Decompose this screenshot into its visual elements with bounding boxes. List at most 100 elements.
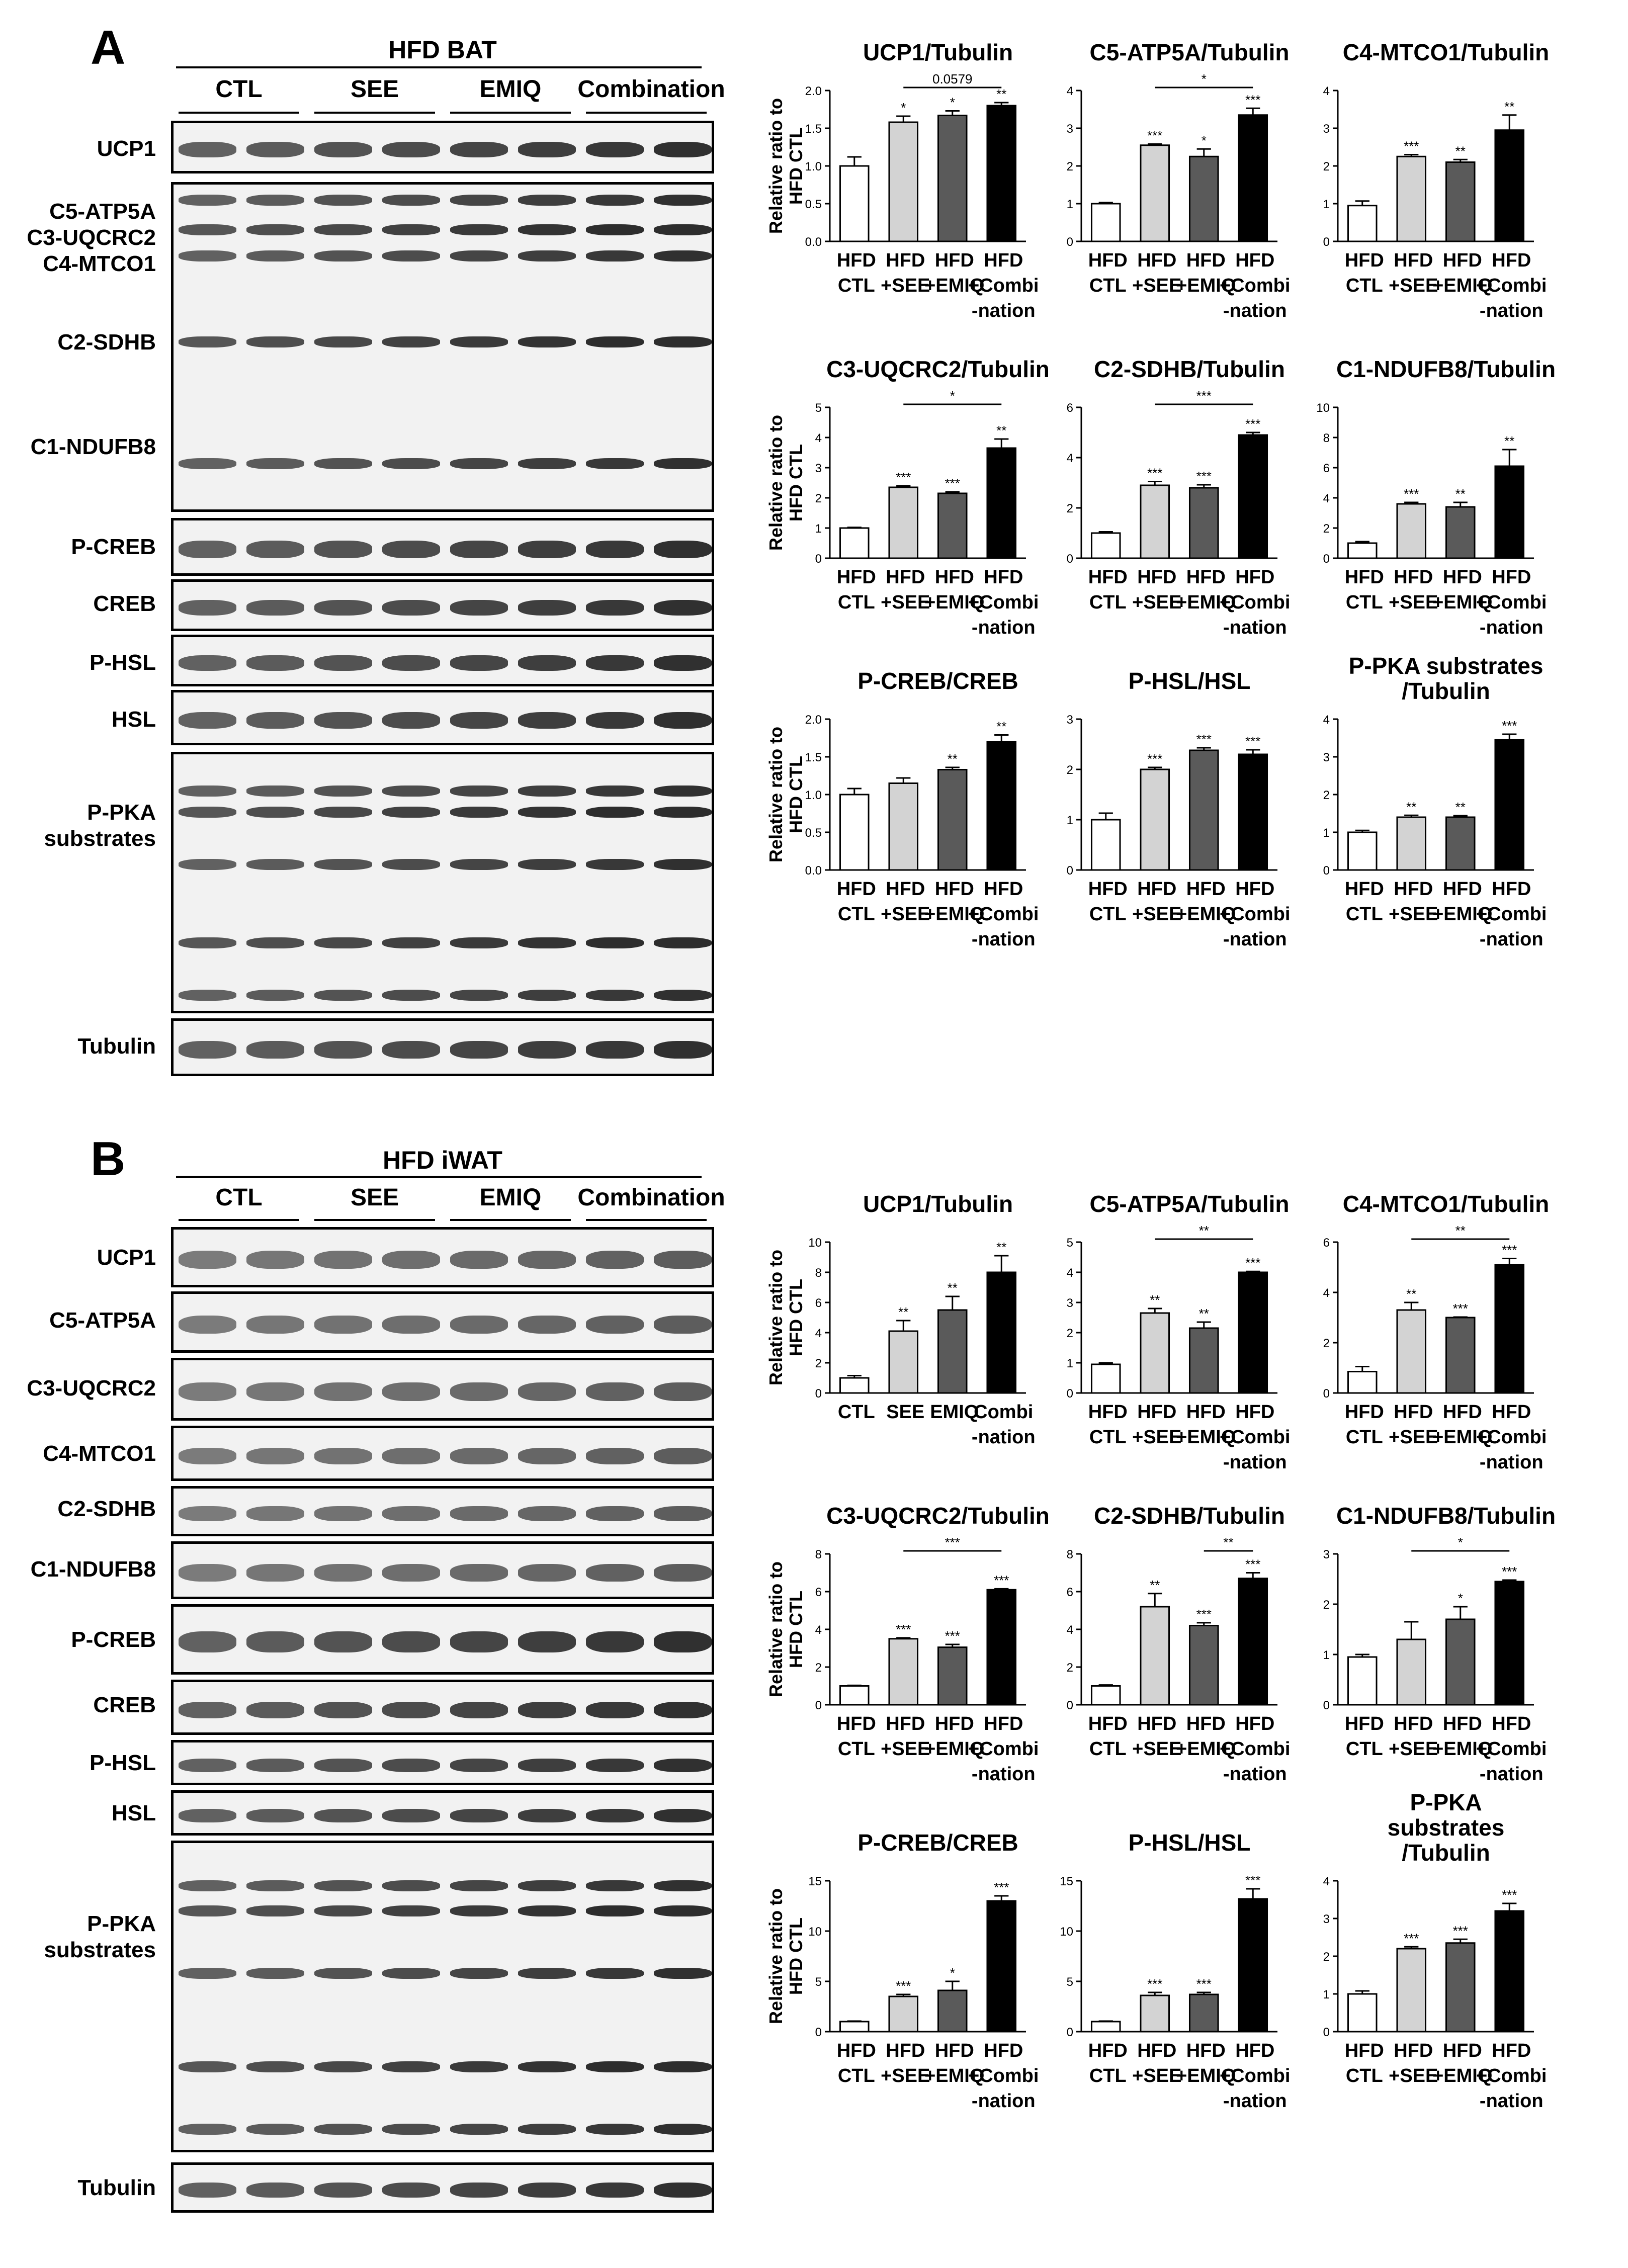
category-label: +SEE [881,1738,930,1760]
significance-label: *** [896,470,911,485]
band [246,194,304,206]
category-label: CTL [838,592,875,613]
significance-label: ** [1455,486,1466,501]
chart-title: P-HSL/HSL [1129,668,1251,694]
band [450,807,508,818]
category-label: -nation [1480,300,1544,321]
y-tick-label: 6 [1067,1586,1073,1599]
bar [1090,1363,1121,1394]
band [179,141,236,158]
bar [1445,816,1476,871]
significance-label: ** [996,86,1006,102]
significance-label: * [1458,1591,1463,1606]
category-label: -nation [1480,2090,1544,2112]
band [654,458,712,470]
bar [937,1309,968,1394]
category-label: EMIQ [930,1402,979,1423]
significance-label: *** [1245,416,1260,431]
significance-label: *** [1245,1255,1260,1270]
chart-title: P-PKA substrates [1349,653,1544,679]
bar [1445,1942,1476,2033]
y-tick-label: 1 [1323,1648,1330,1662]
bar [1090,819,1121,871]
band [179,990,236,1001]
significance-label: *** [1502,1564,1517,1579]
band [314,2061,372,2072]
blot-label: HSL [112,707,156,732]
band [246,2124,304,2135]
bar [1188,155,1219,242]
band [518,712,576,729]
tissue-title: HFD BAT [388,36,497,64]
category-label: HFD [984,250,1023,271]
band [382,1251,440,1269]
band [246,1701,304,1718]
y-tick-label: 0 [1323,1387,1330,1401]
band [314,1880,372,1892]
category-label: +Combi [1476,275,1547,296]
band [450,786,508,797]
bar [1188,1327,1219,1394]
category-label: HFD [1088,1713,1128,1734]
chart-title: P-CREB/CREB [858,1829,1018,1856]
band [382,655,440,671]
category-label: HFD [984,1713,1023,1734]
band [518,2061,576,2072]
band [654,1506,712,1521]
band [382,1758,440,1772]
category-label: +SEE [1132,275,1181,296]
band [450,458,508,470]
significance-label: *** [1147,128,1162,143]
category-label: HFD [1443,1402,1482,1423]
y-tick-label: 2 [1067,1327,1073,1340]
bar [888,1995,919,2033]
significance-label: ** [1199,1306,1209,1321]
blot-tubulin [171,2162,714,2213]
category-label: -nation [972,617,1036,638]
bar [1445,1618,1476,1706]
significance-label: *** [1502,718,1517,733]
category-label: HFD [1137,567,1176,588]
y-tick-label: 4 [1323,492,1330,505]
category-label: +SEE [1132,1427,1181,1448]
band [586,2124,644,2135]
band [179,1880,236,1892]
y-tick-label: 4 [815,431,822,445]
band [586,1251,644,1269]
bar-chart: C2-SDHB/Tubulin0246HFDCTL***HFD+SEE***HF… [1067,356,1291,638]
bar [1396,1309,1427,1394]
significance-label: *** [945,1628,960,1643]
bar-chart: C4-MTCO1/Tubulin0246HFDCTL**HFD+SEE***HF… [1323,1191,1550,1473]
band [518,250,576,262]
band [314,1968,372,1979]
bar [937,769,968,871]
category-label: +SEE [1389,1738,1438,1760]
significance-label: ** [948,751,958,766]
category-label: +SEE [1389,2065,1438,2086]
band [246,1808,304,1822]
band [654,807,712,818]
category-label: +EMIQ [1432,904,1492,925]
bar [1347,1656,1378,1706]
y-tick-label: 0 [1067,1699,1073,1712]
band [586,1315,644,1334]
band [382,194,440,206]
band [179,1968,236,1979]
chart-title: UCP1/Tubulin [863,1191,1013,1217]
band [179,194,236,206]
category-label: HFD [935,1713,974,1734]
band [518,600,576,616]
category-label: +SEE [1132,592,1181,613]
band [179,2061,236,2072]
category-label: +SEE [881,2065,930,2086]
category-label: +SEE [881,275,930,296]
blot-label: C5-ATP5A C3-UQCRC2 C4-MTCO1 C2-SDHB C1-NDUFB… [27,199,156,459]
band [450,336,508,347]
y-tick-label: 5 [1067,1236,1073,1250]
category-label: -nation [972,2090,1036,2112]
bar [1238,1578,1268,1706]
band [654,250,712,262]
band [586,990,644,1001]
blot-label: HSL [112,1801,156,1825]
